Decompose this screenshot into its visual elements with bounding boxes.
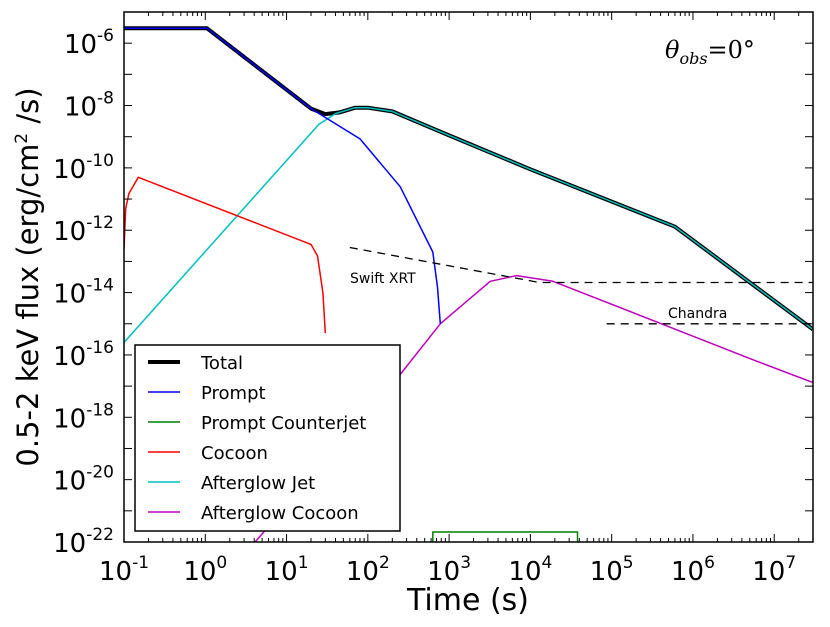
legend-entry-total: Total — [148, 353, 243, 374]
x-tick-label: 100 — [183, 553, 227, 587]
x-tick-label: 103 — [427, 553, 471, 587]
y-tick-label: 10-10 — [53, 151, 114, 185]
axis-ticks — [123, 11, 814, 543]
legend-label: Afterglow Cocoon — [201, 503, 359, 524]
y-axis-label: 0.5-2 keV flux (erg/cm2 /s) — [11, 87, 45, 466]
x-tick-label: 106 — [671, 553, 715, 587]
y-tick-label: 10-8 — [64, 89, 114, 123]
legend-entry-afterglow-jet: Afterglow Jet — [148, 473, 315, 494]
x-tick-label: 104 — [508, 553, 552, 587]
x-tick-label: 10-1 — [99, 553, 149, 587]
series-line-prompt — [124, 27, 442, 324]
x-tick-label: 101 — [265, 553, 309, 587]
legend-entry-afterglow-cocoon: Afterglow Cocoon — [148, 503, 359, 524]
legend-label: Cocoon — [201, 443, 268, 464]
legend-label: Afterglow Jet — [201, 473, 315, 494]
legend-entry-prompt-counterjet: Prompt Counterjet — [148, 413, 366, 434]
observer-angle-annotation: θobs=0° — [665, 36, 755, 68]
y-tick-label: 10-16 — [53, 338, 114, 372]
plot-frame — [123, 11, 814, 543]
y-tick-label: 10-18 — [53, 400, 114, 434]
x-axis-label: Time (s) — [406, 583, 529, 618]
y-tick-label: 10-12 — [53, 213, 114, 247]
x-tick-label: 107 — [752, 553, 796, 587]
swift-xrt-label: Swift XRT — [350, 271, 416, 287]
y-tick-label: 10-14 — [53, 276, 114, 310]
y-tick-label: 10-20 — [53, 463, 114, 497]
chandra-label: Chandra — [668, 306, 727, 322]
y-tick-label: 10-6 — [64, 26, 114, 60]
series-line-cocoon — [124, 176, 327, 334]
legend-label: Total — [200, 353, 243, 374]
legend-label: Prompt Counterjet — [201, 413, 366, 434]
legend-entry-cocoon: Cocoon — [148, 443, 268, 464]
tick-labels: Swift XRT Chandra 10-1 100 101 102 103 104 105 10… — [53, 26, 796, 587]
series-line-prompt-counterjet — [432, 531, 579, 542]
series-line-total — [124, 26, 813, 332]
legend-entry-prompt: Prompt — [148, 383, 266, 404]
x-tick-label: 102 — [346, 553, 390, 587]
legend-label: Prompt — [201, 383, 266, 404]
legend: Total Prompt Prompt Counterjet Cocoon Afterg… — [134, 344, 401, 532]
legend-box — [134, 344, 401, 532]
y-tick-label: 10-22 — [53, 525, 114, 559]
series-line-afterglow-cocoon — [254, 274, 813, 542]
x-tick-label: 105 — [590, 553, 634, 587]
reference-lines — [349, 246, 813, 325]
series-layer — [124, 26, 813, 542]
